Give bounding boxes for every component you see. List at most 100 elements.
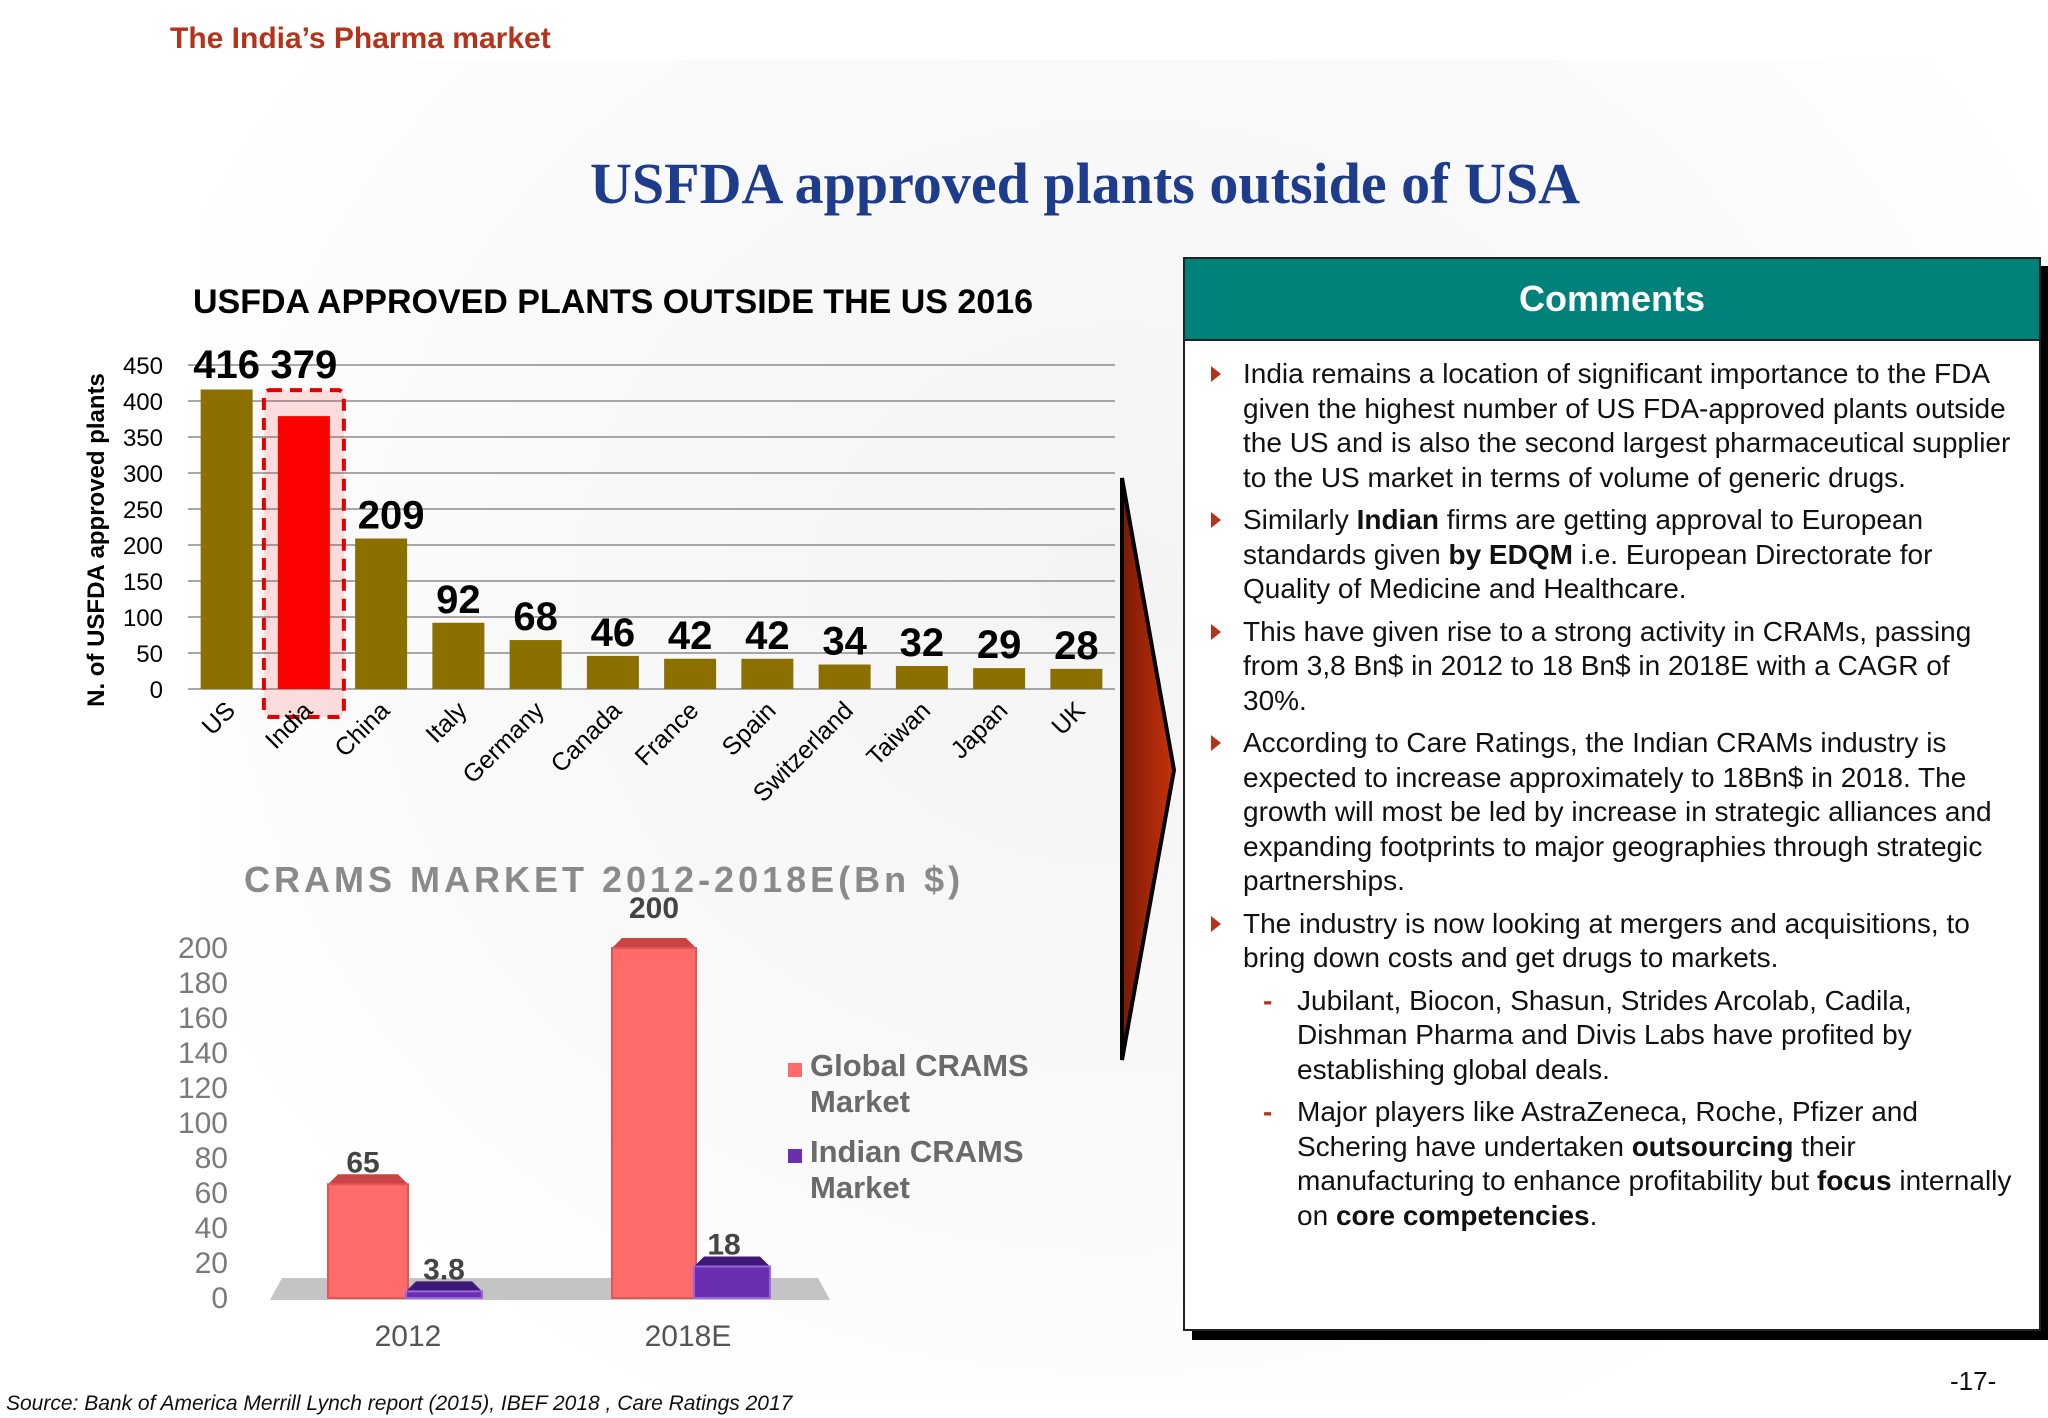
dash-marker: - bbox=[1263, 984, 1273, 1016]
chart2-y-tick-label: 20 bbox=[195, 1247, 228, 1280]
chart1-y-tick-label: 100 bbox=[123, 605, 163, 632]
chart2-y-tick-label: 60 bbox=[195, 1177, 228, 1210]
page-title: USFDA approved plants outside of USA bbox=[590, 151, 1580, 216]
data-label-india: 379 bbox=[271, 343, 338, 387]
bar-taiwan bbox=[895, 665, 948, 689]
chart2-y-tick-label: 180 bbox=[178, 967, 228, 1000]
chart2-data-labels: 65 3.8 200 18 bbox=[346, 892, 740, 1286]
x-tick-uk: UK bbox=[1046, 696, 1091, 741]
comment-text: internally on bbox=[1297, 1165, 2012, 1231]
comment-item: According to Care Ratings, the Indian CR… bbox=[1211, 726, 2015, 899]
comment-text: The industry is now looking at mergers a… bbox=[1243, 907, 1970, 974]
comment-text: i.e. European Directorate for Quality of… bbox=[1243, 538, 1933, 605]
data-label-taiwan: 32 bbox=[900, 621, 945, 665]
right-arrow-shape bbox=[1120, 477, 1177, 1061]
source-note: Source: Bank of America Merrill Lynch re… bbox=[6, 1392, 793, 1415]
chart1-y-tick-label: 0 bbox=[150, 677, 163, 704]
comment-text: by EDQM bbox=[1448, 538, 1573, 570]
comment-text: Major players like AstraZeneca, Roche, P… bbox=[1297, 1096, 1918, 1162]
bar-india bbox=[277, 416, 330, 689]
comment-text: focus bbox=[1816, 1165, 1892, 1196]
comment-text: their manufacturing to enhance profitabi… bbox=[1297, 1130, 1856, 1197]
bar-china bbox=[355, 538, 408, 689]
section-title: The India’s Pharma market bbox=[170, 22, 551, 55]
data-label-global-2012: 65 bbox=[346, 1146, 379, 1179]
dash-marker: - bbox=[1263, 1096, 1273, 1127]
chart1-ylabel: N. of USFDA approved plants bbox=[83, 373, 110, 707]
comments-header: Comments bbox=[1185, 259, 2039, 341]
data-label-italy: 92 bbox=[436, 578, 481, 622]
comments-list: India remains a location of significant … bbox=[1185, 341, 2039, 1233]
bar-italy bbox=[432, 622, 485, 689]
comment-text: Jubilant, Biocon, Shasun, Strides Arcola… bbox=[1297, 984, 1912, 1085]
data-label-switzerland: 34 bbox=[822, 620, 867, 664]
bar-indian-2012-top bbox=[406, 1281, 482, 1292]
chart1-y-tick-label: 350 bbox=[123, 425, 163, 452]
comment-item: This have given rise to a strong activit… bbox=[1211, 615, 2015, 719]
comment-item: The industry is now looking at mergers a… bbox=[1211, 907, 2015, 976]
comment-subitem: - Jubilant, Biocon, Shasun, Strides Arcol… bbox=[1243, 984, 2015, 1088]
triangle-bullet-icon bbox=[1211, 366, 1221, 382]
data-label-indian-2012: 3.8 bbox=[423, 1253, 465, 1286]
chart1-y-tick-label: 400 bbox=[123, 389, 163, 416]
comment-text: . bbox=[1589, 1199, 1598, 1231]
bar-switzerland bbox=[818, 664, 871, 689]
bar-canada bbox=[586, 655, 639, 689]
x-tick-2018E: 2018E bbox=[645, 1320, 732, 1353]
page-number: -17- bbox=[1950, 1366, 1997, 1396]
comment-text: India remains a location of significant … bbox=[1243, 358, 2011, 493]
bar-global-2018E bbox=[611, 947, 697, 1299]
comment-text: outsourcing bbox=[1631, 1130, 1794, 1162]
chart1-y-tick-label: 50 bbox=[136, 641, 163, 668]
chart2-bars bbox=[327, 938, 771, 1299]
bar-germany bbox=[509, 640, 562, 689]
x-tick-taiwan: Taiwan bbox=[861, 696, 936, 771]
chart2-title: CRAMS MARKET 2012-2018E(Bn $) bbox=[244, 859, 964, 900]
x-tick-canada: Canada bbox=[545, 696, 627, 778]
x-tick-japan: Japan bbox=[945, 696, 1013, 764]
legend-swatch-0 bbox=[788, 1063, 802, 1077]
bar-global-2012 bbox=[327, 1183, 409, 1299]
chart2-y-tick-label: 200 bbox=[178, 932, 228, 965]
comment-text: Indian bbox=[1356, 504, 1440, 535]
legend-label-1: Indian CRAMS Market bbox=[810, 1134, 1024, 1205]
chart1-y-tick-label: 200 bbox=[123, 533, 163, 560]
chart1-y-tick-label: 150 bbox=[123, 569, 163, 596]
comment-text: Similarly bbox=[1243, 504, 1357, 535]
triangle-bullet-icon bbox=[1211, 915, 1221, 932]
triangle-bullet-icon bbox=[1211, 512, 1221, 528]
comments-panel: Comments India remains a location of sig… bbox=[1183, 257, 2041, 1331]
x-tick-us: US bbox=[197, 696, 241, 740]
data-label-japan: 29 bbox=[977, 623, 1022, 667]
comment-text: This have given rise to a strong activit… bbox=[1243, 615, 1972, 716]
chart2-y-tick-label: 80 bbox=[195, 1142, 228, 1175]
chart2-legend: Global CRAMS Market Indian CRAMS Market bbox=[788, 1048, 1029, 1205]
x-tick-italy: Italy bbox=[420, 696, 473, 749]
triangle-bullet-icon bbox=[1211, 623, 1221, 640]
data-label-canada: 46 bbox=[591, 611, 636, 655]
data-label-us: 416 bbox=[193, 343, 260, 387]
chart2-y-tick-label: 140 bbox=[178, 1037, 228, 1070]
chart2-y-tick-label: 120 bbox=[178, 1072, 228, 1105]
triangle-bullet-icon bbox=[1211, 735, 1221, 751]
bar-france bbox=[664, 658, 717, 689]
data-label-germany: 68 bbox=[513, 595, 558, 639]
chart1-y-axis: 0 50 100 150 200 250 300 350 400 450 bbox=[123, 353, 163, 704]
bar-global-2018E-top bbox=[612, 938, 696, 948]
x-tick-2012: 2012 bbox=[375, 1320, 442, 1353]
data-label-china: 209 bbox=[358, 494, 425, 538]
x-tick-spain: Spain bbox=[717, 696, 782, 761]
bar-spain bbox=[741, 658, 794, 689]
bar-indian-2018E-top bbox=[694, 1256, 770, 1267]
chart2-y-tick-label: 0 bbox=[211, 1282, 228, 1315]
data-label-global-2018E: 200 bbox=[629, 892, 679, 925]
data-label-indian-2018E: 18 bbox=[707, 1229, 740, 1262]
bar-indian-2018E bbox=[693, 1265, 771, 1299]
comment-text: firms are getting approval to European s… bbox=[1243, 504, 1924, 570]
legend-swatch-1 bbox=[788, 1149, 802, 1163]
comment-text: According to Care Ratings, the Indian CR… bbox=[1243, 727, 1992, 896]
legend-label-0: Global CRAMS Market bbox=[810, 1048, 1029, 1119]
